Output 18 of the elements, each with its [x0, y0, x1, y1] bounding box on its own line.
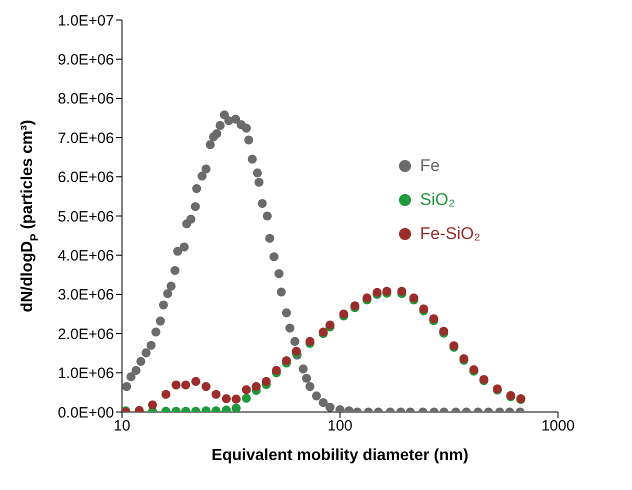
- y-tick-label: 7.0E+06: [58, 130, 114, 147]
- y-tick-label: 4.0E+06: [58, 248, 114, 265]
- y-tick-label: 8.0E+06: [58, 90, 114, 108]
- y-tick-label: 3.0E+06: [58, 286, 114, 304]
- y-tick-label: 0.0E+00: [58, 404, 114, 422]
- legend-label: Fe-SiO₂: [420, 224, 480, 244]
- y-tick-label: 9.0E+06: [58, 52, 114, 69]
- x-tick-label: 100: [327, 418, 353, 435]
- x-tick-label: 10: [114, 418, 130, 435]
- legend-label: SiO₂: [420, 190, 455, 210]
- y-tick-label: 1.0E+07: [58, 12, 114, 30]
- legend-label: Fe: [420, 156, 440, 176]
- y-tick-label: 2.0E+06: [58, 326, 114, 343]
- y-tick-label: 1.0E+06: [58, 365, 114, 382]
- y-tick-label: 6.0E+06: [58, 169, 114, 186]
- x-axis-title: Equivalent mobility diameter (nm): [212, 447, 468, 464]
- y-tick-label: 5.0E+06: [58, 208, 114, 226]
- x-tick-label: 1000: [541, 418, 575, 435]
